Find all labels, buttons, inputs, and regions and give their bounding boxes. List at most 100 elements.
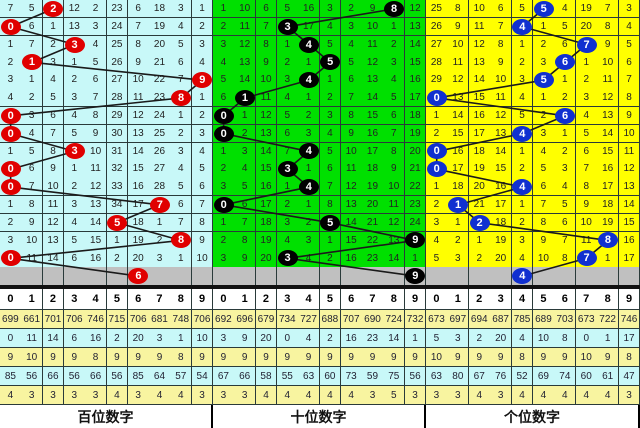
grid-cell: 13 xyxy=(127,124,150,143)
grid-cell: 8 xyxy=(319,195,342,215)
grid-cell: 21 xyxy=(149,53,171,72)
draw-ball: 0 xyxy=(213,125,234,142)
grid-cell: 7 xyxy=(21,178,44,197)
grid-cell: 3 xyxy=(149,249,171,268)
stat-cell: 2 xyxy=(106,329,129,348)
digit-header: 8 xyxy=(383,289,406,310)
draw-ball: 8 xyxy=(171,89,192,106)
grid-cell: 11 xyxy=(362,35,384,54)
draw-ball: 0 xyxy=(213,196,234,213)
grid-cell: 6 xyxy=(618,53,640,72)
grid-cell: 19 xyxy=(575,0,598,19)
grid-cell: 16 xyxy=(468,106,491,126)
grid-cell: 11 xyxy=(255,89,278,108)
grid-cell: 2 xyxy=(191,106,214,126)
stat-cell: 85 xyxy=(127,367,150,386)
digit-header: 4 xyxy=(298,289,320,310)
grid-cell: 16 xyxy=(127,178,150,197)
grid-cell: 18 xyxy=(127,213,150,233)
grid-cell: 7 xyxy=(490,17,513,37)
pending-cell xyxy=(255,267,278,286)
digit-header: 1 xyxy=(447,289,470,310)
digit-header: 5 xyxy=(533,289,555,310)
grid-cell: 13 xyxy=(85,195,107,215)
grid-cell: 2 xyxy=(276,53,299,72)
grid-cell: 13 xyxy=(618,178,640,197)
grid-cell: 11 xyxy=(597,71,620,90)
grid-cell: 3 xyxy=(554,160,577,179)
stat-cell: 681 xyxy=(149,310,171,329)
grid-cell: 7 xyxy=(21,35,44,54)
grid-cell: 7 xyxy=(319,178,342,197)
grid-cell: 2 xyxy=(533,106,555,126)
stat-cell: 64 xyxy=(149,367,171,386)
stat-cell: 706 xyxy=(127,310,150,329)
draw-ball: 3 xyxy=(277,250,298,267)
stat-cell: 9 xyxy=(213,348,235,367)
grid-cell: 8 xyxy=(234,231,257,250)
grid-cell: 7 xyxy=(340,89,363,108)
stat-cell: 61 xyxy=(597,367,620,386)
stat-cell: 3 xyxy=(149,329,171,348)
stat-cell: 9 xyxy=(234,348,257,367)
grid-cell: 30 xyxy=(106,124,129,143)
grid-cell: 29 xyxy=(106,106,129,126)
stat-cell: 59 xyxy=(362,367,384,386)
grid-cell: 1 xyxy=(149,213,171,233)
grid-cell: 5 xyxy=(213,71,235,90)
stat-cell: 20 xyxy=(490,329,513,348)
grid-cell: 3 xyxy=(21,106,44,126)
grid-cell: 22 xyxy=(362,231,384,250)
stat-cell: 3 xyxy=(618,386,640,405)
digit-header: 5 xyxy=(106,289,129,310)
grid-cell: 3 xyxy=(213,178,235,197)
grid-cell: 1 xyxy=(404,249,427,268)
draw-ball: 1 xyxy=(448,196,469,213)
grid-cell: 17 xyxy=(298,17,320,37)
grid-cell: 8 xyxy=(255,35,278,54)
stat-cell: 748 xyxy=(170,310,193,329)
grid-cell: 5 xyxy=(383,89,406,108)
grid-cell: 14 xyxy=(362,89,384,108)
digit-header: 6 xyxy=(554,289,577,310)
stat-cell: 10 xyxy=(191,329,214,348)
draw-ball: 6 xyxy=(555,107,576,124)
grid-cell: 4 xyxy=(554,0,577,19)
stat-cell: 3 xyxy=(490,386,513,405)
pending-cell xyxy=(170,267,193,286)
grid-cell: 6 xyxy=(554,213,577,233)
grid-cell: 24 xyxy=(404,213,427,233)
grid-cell: 13 xyxy=(447,89,470,108)
stat-cell: 4 xyxy=(340,386,363,405)
stat-cell: 10 xyxy=(575,348,598,367)
grid-cell: 6 xyxy=(21,160,44,179)
grid-cell: 20 xyxy=(468,178,491,197)
grid-cell: 4 xyxy=(276,231,299,250)
grid-cell: 3 xyxy=(340,17,363,37)
grid-cell: 23 xyxy=(404,195,427,215)
grid-cell: 1 xyxy=(575,53,598,72)
grid-cell: 3 xyxy=(0,71,22,90)
grid-cell: 1 xyxy=(191,0,214,19)
grid-cell: 13 xyxy=(490,124,513,143)
grid-cell: 2 xyxy=(511,160,534,179)
grid-cell: 7 xyxy=(276,142,299,161)
stat-cell: 55 xyxy=(276,367,299,386)
grid-cell: 6 xyxy=(575,142,598,161)
stat-cell: 56 xyxy=(21,367,44,386)
grid-cell: 2 xyxy=(276,195,299,215)
grid-cell: 14 xyxy=(618,195,640,215)
grid-cell: 18 xyxy=(490,213,513,233)
stat-cell: 52 xyxy=(511,367,534,386)
grid-cell: 9 xyxy=(575,195,598,215)
digit-header: 9 xyxy=(404,289,427,310)
stat-cell: 697 xyxy=(447,310,470,329)
grid-cell: 14 xyxy=(447,106,470,126)
stat-cell: 60 xyxy=(319,367,342,386)
stat-cell: 9 xyxy=(127,348,150,367)
stat-cell: 688 xyxy=(319,310,342,329)
grid-cell: 12 xyxy=(618,160,640,179)
grid-cell: 4 xyxy=(276,89,299,108)
grid-cell: 11 xyxy=(127,89,150,108)
grid-cell: 3 xyxy=(298,124,320,143)
